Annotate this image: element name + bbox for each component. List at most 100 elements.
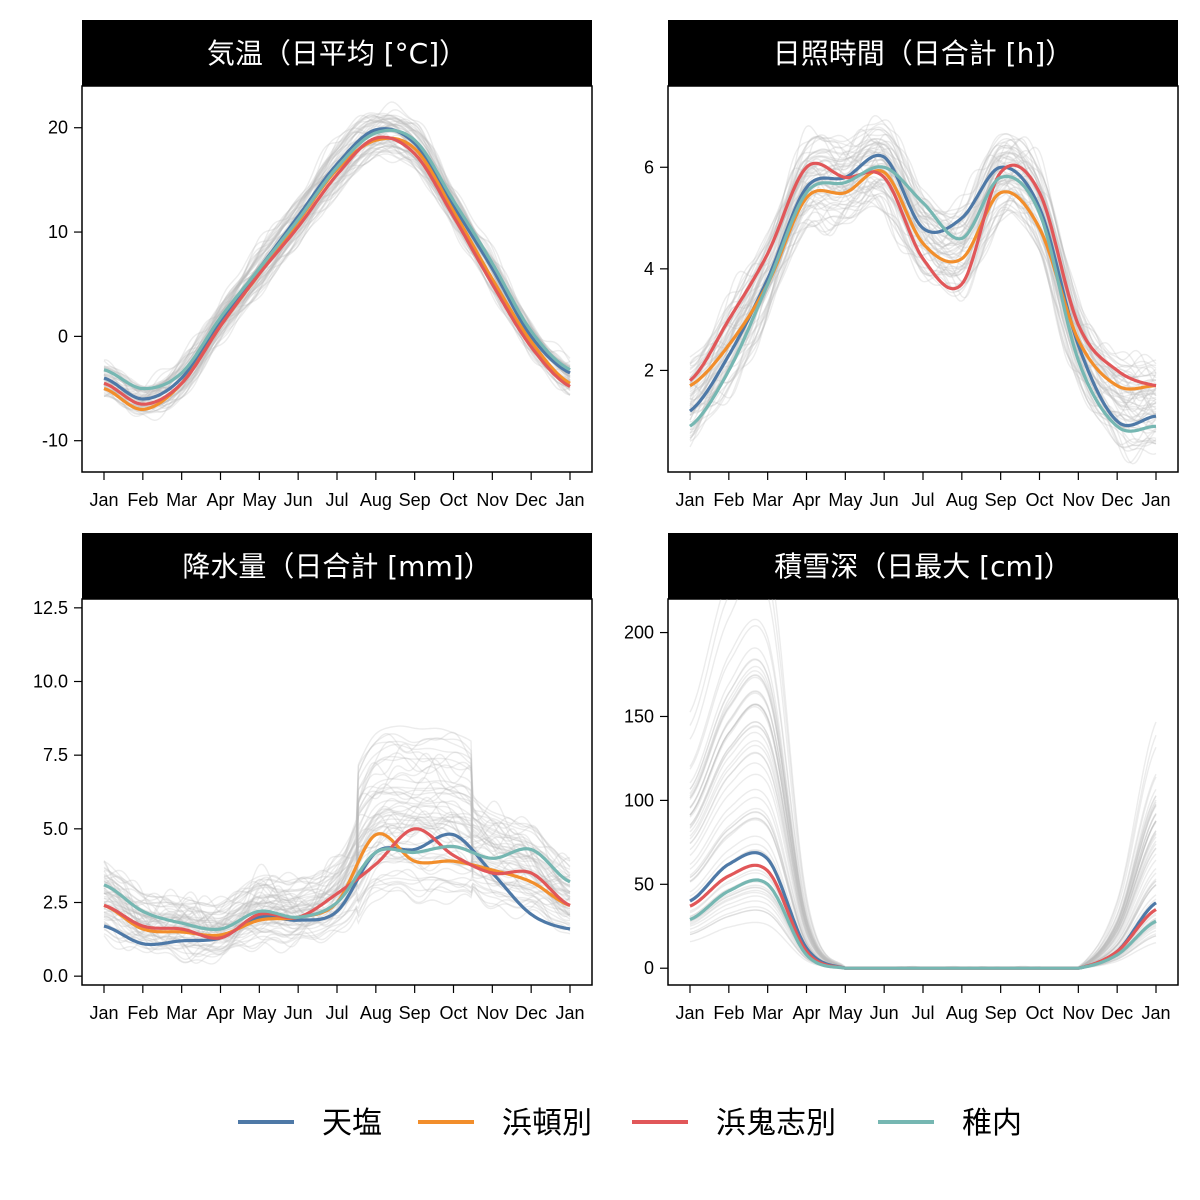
- background-line: [689, 140, 1157, 392]
- background-line: [103, 740, 571, 922]
- background-line: [103, 811, 571, 931]
- panel-title-strip: [668, 20, 1178, 86]
- x-tick-label: Aug: [946, 490, 978, 510]
- x-tick-label: Jan: [555, 1003, 584, 1023]
- background-line: [689, 185, 1157, 433]
- x-tick-label: Nov: [1062, 490, 1094, 510]
- series-line-3: [103, 135, 571, 406]
- background-line: [689, 138, 1156, 379]
- background-line: [103, 796, 571, 938]
- x-tick-label: Dec: [1101, 1003, 1133, 1023]
- x-tick-label: Jan: [675, 1003, 704, 1023]
- background-line: [103, 101, 571, 392]
- background-line: [103, 869, 571, 951]
- legend-label: 天塩: [322, 1106, 382, 1141]
- x-tick-label: Jun: [284, 1003, 313, 1023]
- x-tick-label: Mar: [166, 490, 197, 510]
- background-line: [103, 800, 571, 922]
- background-line: [103, 146, 571, 413]
- x-tick-label: Mar: [752, 490, 783, 510]
- background-line: [103, 109, 571, 397]
- background-line: [103, 778, 571, 920]
- x-tick-label: Jun: [870, 1003, 899, 1023]
- background-line: [103, 787, 571, 926]
- x-tick-label: Oct: [1025, 490, 1053, 510]
- background-line: [103, 867, 570, 964]
- background-line: [103, 877, 571, 961]
- background-line: [103, 881, 571, 958]
- panel-title: 日照時間（日合計 [h]）: [773, 37, 1074, 70]
- panel-title-strip: [82, 533, 592, 599]
- x-tick-label: Jul: [325, 1003, 348, 1023]
- legend-item-4: 稚内: [878, 1106, 1022, 1141]
- y-tick-label: 0: [644, 958, 654, 978]
- background-line: [103, 737, 571, 908]
- series-lines: [689, 599, 1157, 970]
- y-tick-label: 7.5: [43, 745, 68, 765]
- y-tick-label: 20: [48, 118, 68, 138]
- x-tick-label: Feb: [713, 490, 744, 510]
- background-line: [103, 755, 571, 914]
- background-line: [689, 178, 1157, 451]
- background-line: [689, 128, 1157, 372]
- background-line: [103, 151, 571, 413]
- series-line-3: [688, 161, 1157, 388]
- x-tick-label: Nov: [476, 1003, 508, 1023]
- series-line-4: [689, 878, 1157, 970]
- background-line: [689, 186, 1157, 446]
- x-tick-label: Sep: [399, 490, 431, 510]
- background-line: [103, 115, 571, 390]
- background-line: [103, 814, 571, 941]
- series-line-3: [103, 827, 571, 940]
- background-line: [689, 128, 1157, 367]
- background-line: [103, 822, 571, 932]
- x-tick-label: Jan: [89, 1003, 118, 1023]
- background-line: [689, 165, 1157, 407]
- x-tick-label: Jul: [325, 490, 348, 510]
- background-line: [103, 777, 571, 929]
- x-tick-label: Apr: [792, 1003, 820, 1023]
- x-tick-label: Dec: [515, 490, 547, 510]
- background-line: [103, 118, 571, 402]
- x-tick-label: Aug: [360, 1003, 392, 1023]
- background-line: [689, 138, 1157, 407]
- y-tick-label: 200: [624, 623, 654, 643]
- background-line: [103, 725, 571, 907]
- background-line: [103, 753, 571, 919]
- legend-item-3: 浜鬼志別: [632, 1106, 836, 1141]
- background-line: [689, 197, 1157, 464]
- x-tick-label: Oct: [439, 490, 467, 510]
- series-line-4: [689, 165, 1157, 433]
- background-line: [103, 139, 571, 410]
- x-tick-label: May: [828, 490, 862, 510]
- x-tick-label: Apr: [206, 490, 234, 510]
- panel-title-strip: [668, 533, 1178, 599]
- background-line: [689, 195, 1157, 447]
- background-line: [103, 800, 571, 945]
- x-tick-label: Jul: [911, 1003, 934, 1023]
- series-line-4: [103, 128, 571, 391]
- panel-3: 降水量（日合計 [mm]） 0.0 2.5 5.0 7.5 10.0 12.5 Jan Feb M…: [33, 533, 593, 1023]
- y-tick-label: 100: [624, 790, 654, 810]
- background-line: [103, 153, 571, 422]
- x-tick-label: Jun: [284, 490, 313, 510]
- background-line: [689, 114, 1157, 385]
- panel-title: 積雪深（日最大 [cm]）: [774, 550, 1071, 583]
- background-line: [103, 743, 571, 933]
- y-tick-label: 2.5: [43, 892, 68, 912]
- x-tick-label: Nov: [476, 490, 508, 510]
- legend-item-1: 天塩: [238, 1106, 382, 1141]
- x-tick-label: Jul: [911, 490, 934, 510]
- background-line: [103, 876, 571, 953]
- background-line: [103, 835, 571, 948]
- background-line: [103, 731, 571, 914]
- x-tick-label: Apr: [206, 1003, 234, 1023]
- panel-title-strip: [82, 20, 592, 86]
- background-line: [103, 153, 571, 415]
- legend-label: 浜鬼志別: [716, 1106, 836, 1141]
- x-tick-label: Dec: [1101, 490, 1133, 510]
- background-line: [689, 126, 1157, 369]
- x-tick-label: Feb: [127, 1003, 158, 1023]
- x-tick-label: Sep: [985, 1003, 1017, 1023]
